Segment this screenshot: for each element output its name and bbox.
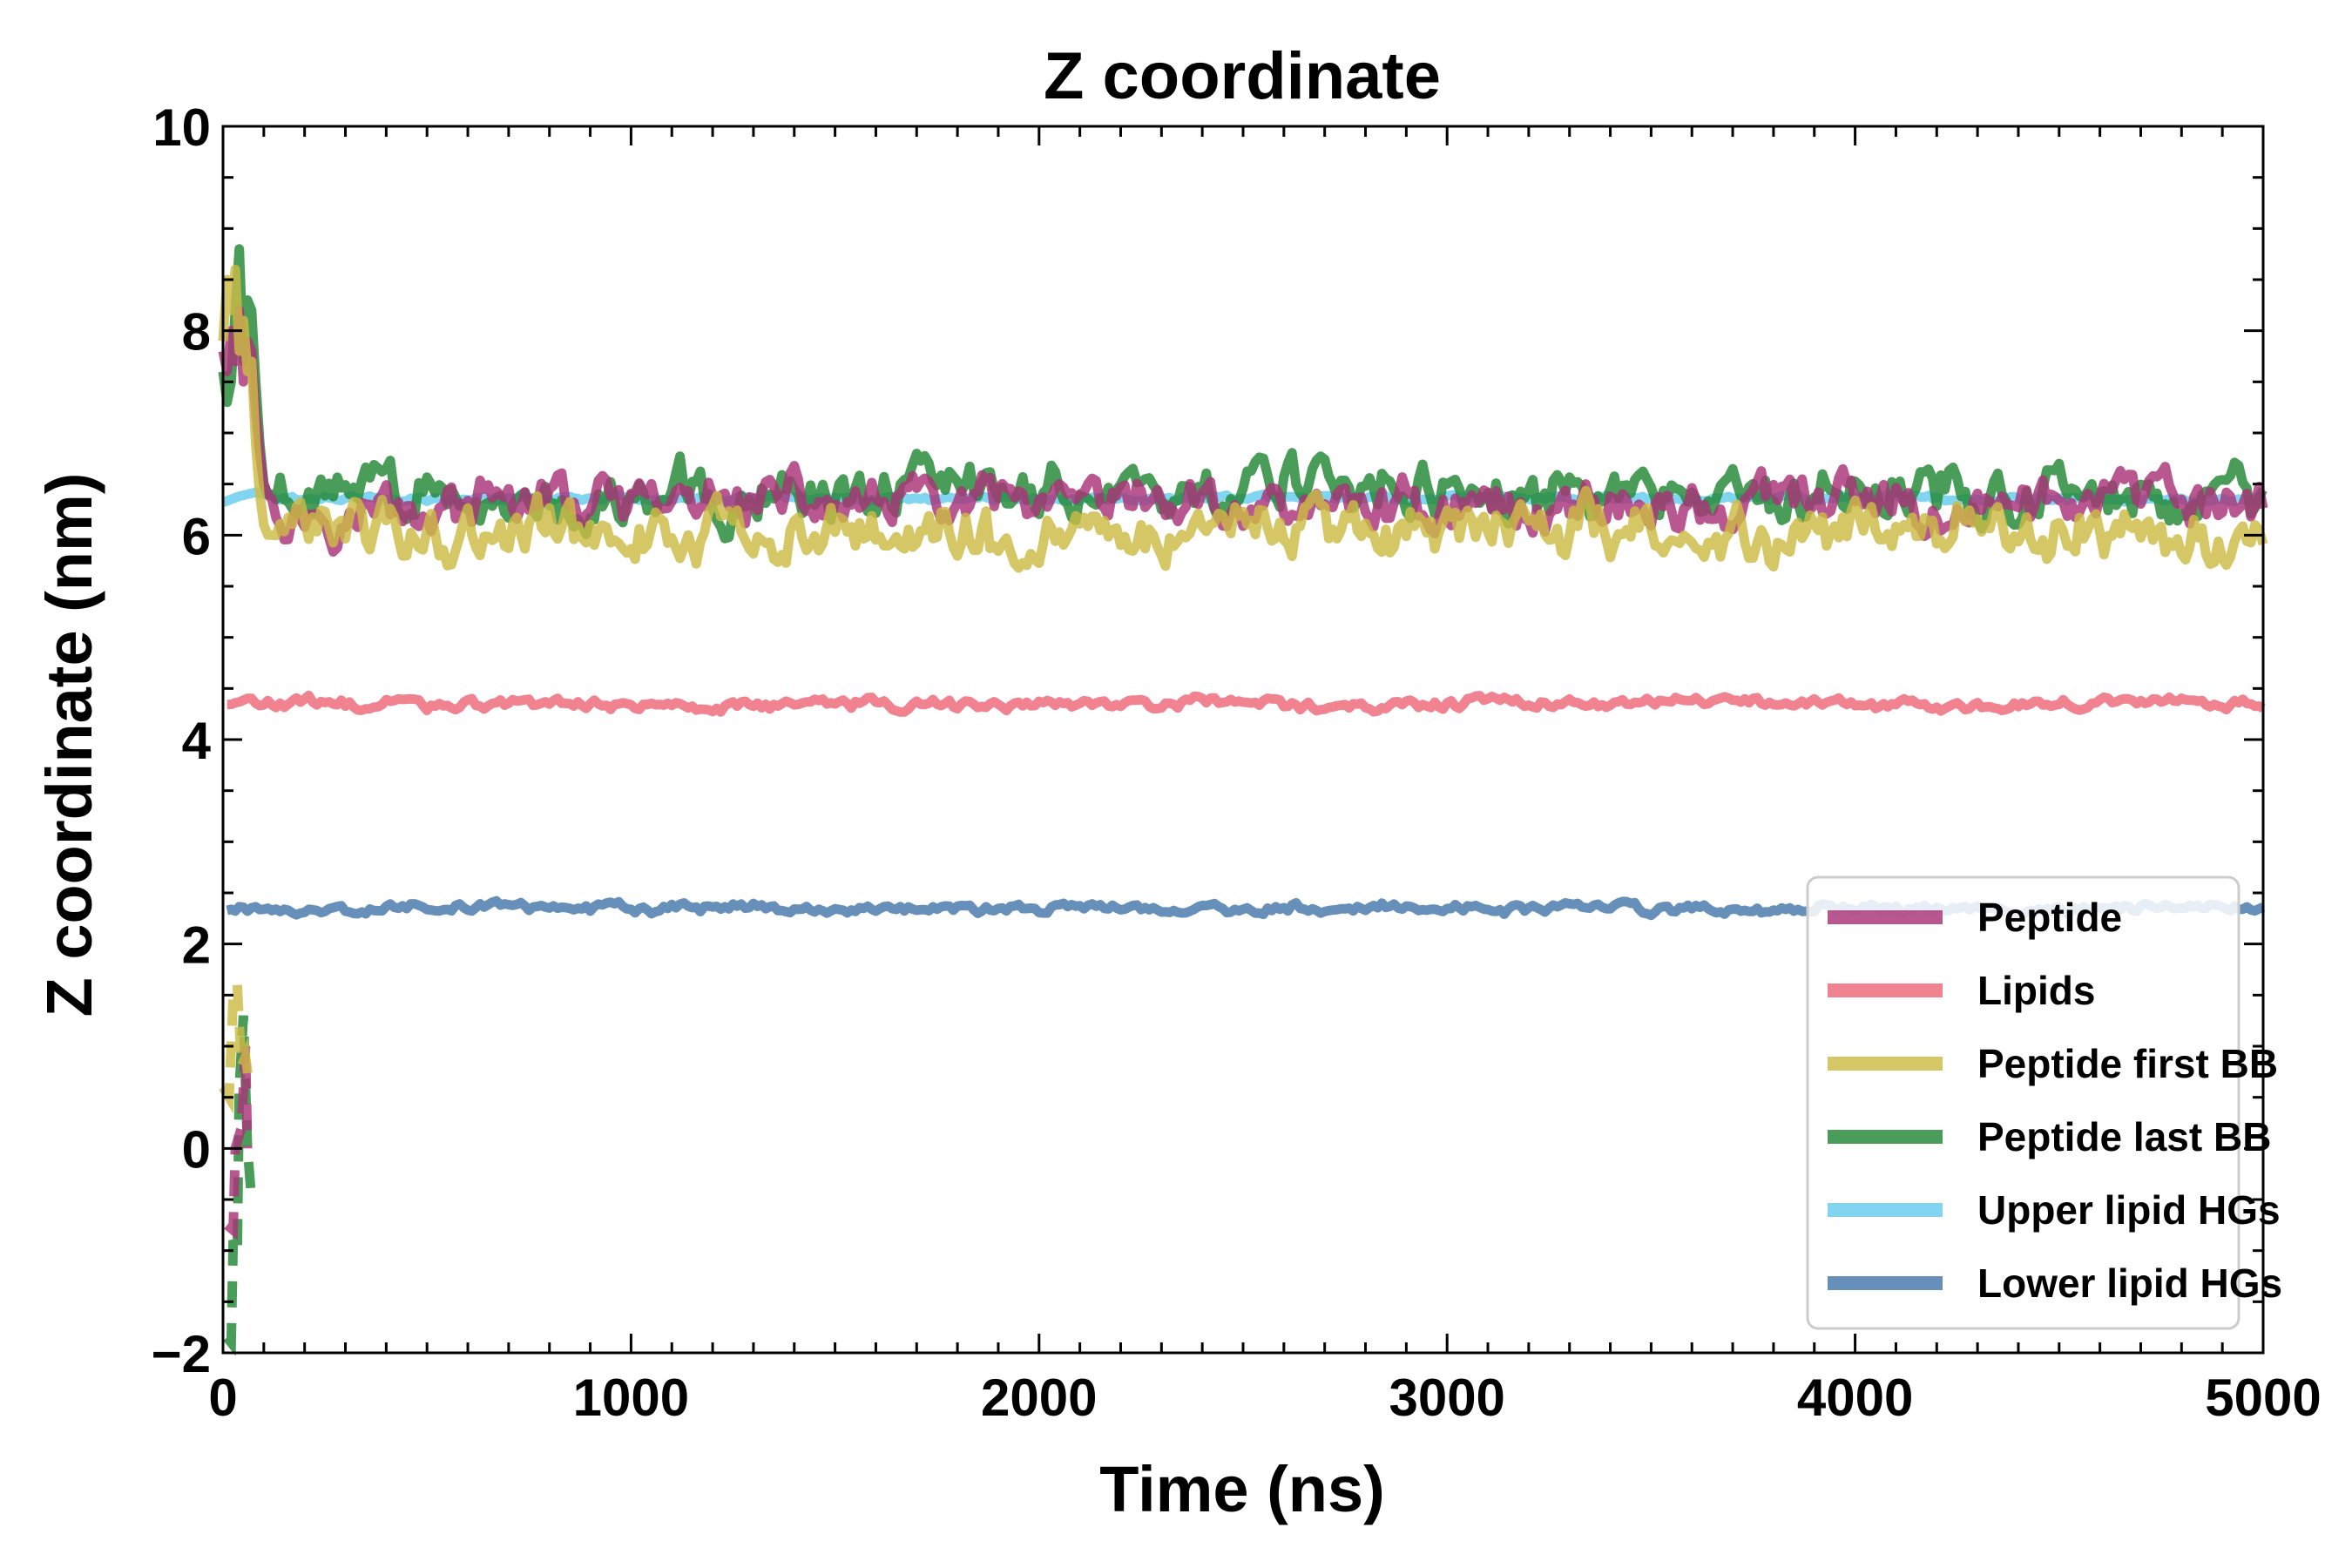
legend-item: Peptide first BB — [1828, 1041, 2278, 1086]
y-tick-label: 8 — [182, 303, 211, 362]
legend-label: Peptide — [1977, 895, 2122, 940]
y-axis-label: Z coordinate (nm) — [33, 473, 105, 1017]
legend-label: Upper lipid HGs — [1977, 1187, 2281, 1233]
legend-label: Peptide last BB — [1977, 1114, 2271, 1159]
legend-item: Lower lipid HGs — [1828, 1260, 2282, 1306]
legend-item: Peptide last BB — [1828, 1114, 2271, 1159]
legend-item: Peptide — [1828, 895, 2122, 940]
plot-frame — [221, 125, 2265, 1355]
chart-title: Z coordinate — [1044, 39, 1441, 113]
x-axis-label: Time (ns) — [1099, 1453, 1385, 1525]
y-tick-label: −2 — [152, 1325, 211, 1383]
legend-label: Peptide first BB — [1977, 1041, 2278, 1086]
x-tick-label: 2000 — [981, 1369, 1097, 1427]
x-tick-label: 1000 — [573, 1369, 689, 1427]
y-tick-label: 10 — [152, 98, 211, 157]
y-tick-label: 2 — [182, 916, 211, 975]
legend-label: Lower lipid HGs — [1977, 1260, 2282, 1306]
legend-label: Lipids — [1977, 968, 2095, 1013]
legend-item: Upper lipid HGs — [1828, 1187, 2281, 1233]
series-line — [226, 690, 2266, 717]
y-tick-label: 4 — [182, 712, 212, 770]
series-lipids — [226, 690, 2266, 717]
x-tick-label: 4000 — [1797, 1369, 1913, 1427]
series-line — [218, 264, 2268, 573]
x-tick-label: 0 — [208, 1369, 237, 1427]
y-tick-label: 0 — [182, 1120, 211, 1179]
legend: Peptide Lipids Peptide first BB Peptide las… — [1806, 875, 2282, 1330]
legend-item: Lipids — [1828, 968, 2095, 1013]
y-tick-label: 6 — [182, 507, 211, 565]
x-tick-label: 5000 — [2205, 1369, 2321, 1427]
x-tick-label: 3000 — [1389, 1369, 1504, 1427]
